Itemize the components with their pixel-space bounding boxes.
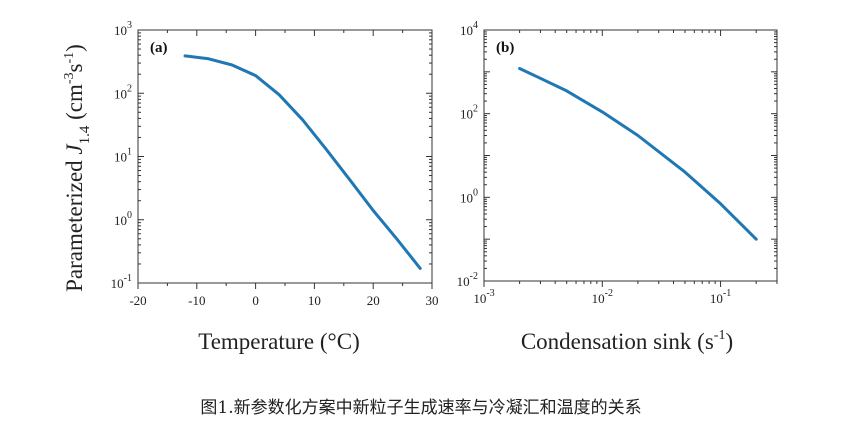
- series-line: [518, 67, 758, 241]
- y-tick-label: 10-2: [457, 271, 478, 289]
- x-tick-label: 10: [308, 293, 321, 308]
- plot-frame: [137, 29, 433, 284]
- figure-caption: 图1.新参数化方案中新粒子生成速率与冷凝汇和温度的关系: [200, 398, 642, 418]
- y-tick-label: 100: [460, 187, 478, 205]
- figure: Parameterized J1.4 (cm-3s-1) 10-11001011…: [62, 20, 778, 354]
- y-tick-label: 103: [114, 20, 132, 38]
- y-tick-label: 10-1: [111, 273, 132, 291]
- x-tick-label: 20: [367, 293, 380, 308]
- x-tick-label: 10-3: [473, 288, 494, 306]
- x-tick-label: -20: [129, 293, 146, 308]
- x-tick-label: 10-1: [710, 288, 731, 306]
- y-tick-label: 104: [460, 20, 478, 38]
- x-axis-label-a: Temperature (°C): [198, 329, 359, 354]
- x-tick-label: -10: [188, 293, 205, 308]
- plot-frame: [483, 29, 778, 282]
- panel-a: 10-1 100 101 102 103 -20 -10 0 10 20 30 (a): [111, 20, 439, 308]
- panel-label: (b): [496, 40, 514, 56]
- svg-text:Parameterized J1.4 (cm-3s-1): Parameterized J1.4 (cm-3s-1): [62, 44, 93, 292]
- y-tick-label: 102: [460, 104, 478, 122]
- x-tick-label: 0: [252, 293, 259, 308]
- y-tick-label: 101: [114, 147, 132, 165]
- x-tick-label: 30: [426, 293, 439, 308]
- y-tick-label: 102: [114, 83, 132, 101]
- x-tick-label: 10-2: [592, 288, 613, 306]
- y-axis-label: Parameterized J1.4 (cm-3s-1): [62, 44, 93, 292]
- panel-label: (a): [150, 40, 168, 56]
- series-line: [183, 54, 422, 270]
- y-tick-label: 100: [114, 210, 132, 228]
- x-axis-label-b: Condensation sink (s-1): [521, 328, 733, 354]
